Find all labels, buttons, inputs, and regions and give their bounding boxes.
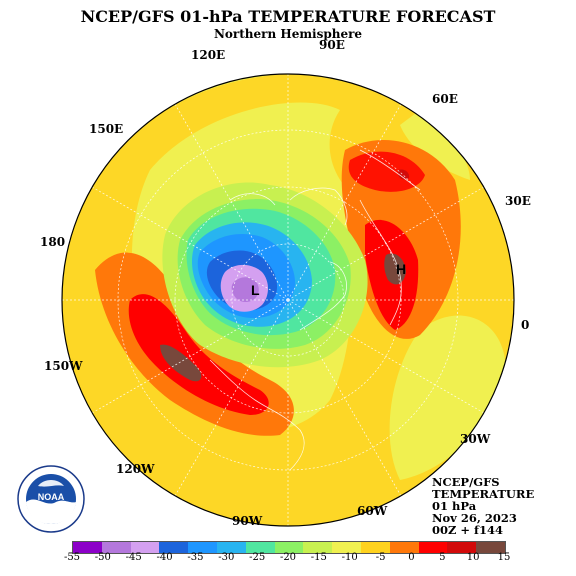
svg-text:NOAA: NOAA xyxy=(38,492,65,502)
legend-tick-label: 10 xyxy=(466,552,480,563)
legend-tick-label: -40 xyxy=(156,552,173,563)
legend-swatch xyxy=(360,542,390,553)
lon-label-30e: 30E xyxy=(505,194,531,208)
lon-label-120e: 120E xyxy=(191,48,226,62)
lon-label-30w: 30W xyxy=(460,432,491,446)
lon-label-180: 180 xyxy=(40,235,66,249)
legend-tick-label: -10 xyxy=(341,552,358,563)
legend-tick-label: -35 xyxy=(187,552,204,563)
lon-label-150w: 150W xyxy=(44,359,83,373)
legend-tick-label: -45 xyxy=(125,552,142,563)
legend-tick-label: -25 xyxy=(249,552,266,563)
legend-swatch xyxy=(303,542,333,553)
legend-swatch xyxy=(159,542,189,553)
legend-swatch xyxy=(73,542,102,553)
legend-swatch xyxy=(274,542,304,553)
legend-tick-label: -30 xyxy=(218,552,235,563)
info-date: Nov 26, 2023 xyxy=(432,511,517,525)
map-title: NCEP/GFS 01-hPa TEMPERATURE FORECAST xyxy=(80,7,496,26)
legend-tick-label: 5 xyxy=(439,552,446,563)
info-level: 01 hPa xyxy=(432,499,477,513)
forecast-info: NCEP/GFS TEMPERATURE 01 hPa Nov 26, 2023… xyxy=(432,476,534,536)
high-pressure-label: H xyxy=(396,261,406,277)
lon-label-60w: 60W xyxy=(357,504,388,518)
legend-swatch xyxy=(130,542,160,553)
legend-tick-label: -55 xyxy=(63,552,81,563)
legend-swatch xyxy=(418,542,448,553)
info-run: 00Z + f144 xyxy=(432,523,503,537)
info-model: NCEP/GFS xyxy=(432,475,500,489)
low-pressure-label: L xyxy=(251,282,260,298)
legend-tick-label: -5 xyxy=(375,552,386,563)
lon-label-90e: 90E xyxy=(319,38,345,52)
legend-tick-label: -50 xyxy=(94,552,111,563)
info-variable: TEMPERATURE xyxy=(432,487,535,501)
lon-label-120w: 120W xyxy=(116,462,155,476)
legend-swatch xyxy=(216,542,246,553)
legend-tick-label: -20 xyxy=(279,552,297,563)
legend-tick-label: 15 xyxy=(497,552,511,563)
lon-label-90w: 90W xyxy=(232,514,263,528)
map-boundary xyxy=(61,73,515,527)
legend-swatch xyxy=(245,542,275,553)
legend-swatch xyxy=(447,542,477,553)
map-subtitle: Northern Hemisphere xyxy=(213,27,363,41)
legend-swatch xyxy=(188,542,217,553)
legend-swatch xyxy=(332,542,361,553)
color-legend xyxy=(72,541,506,554)
lon-label-150e: 150E xyxy=(89,122,124,136)
legend-swatch xyxy=(476,542,505,553)
legend-swatch xyxy=(101,542,131,553)
noaa-logo: NOAA xyxy=(17,465,85,533)
lon-label-60e: 60E xyxy=(432,92,458,106)
lon-label-0: 0 xyxy=(521,318,530,332)
legend-tick-label: -15 xyxy=(310,552,327,563)
legend-swatch xyxy=(389,542,419,553)
legend-tick-label: 0 xyxy=(408,552,415,563)
